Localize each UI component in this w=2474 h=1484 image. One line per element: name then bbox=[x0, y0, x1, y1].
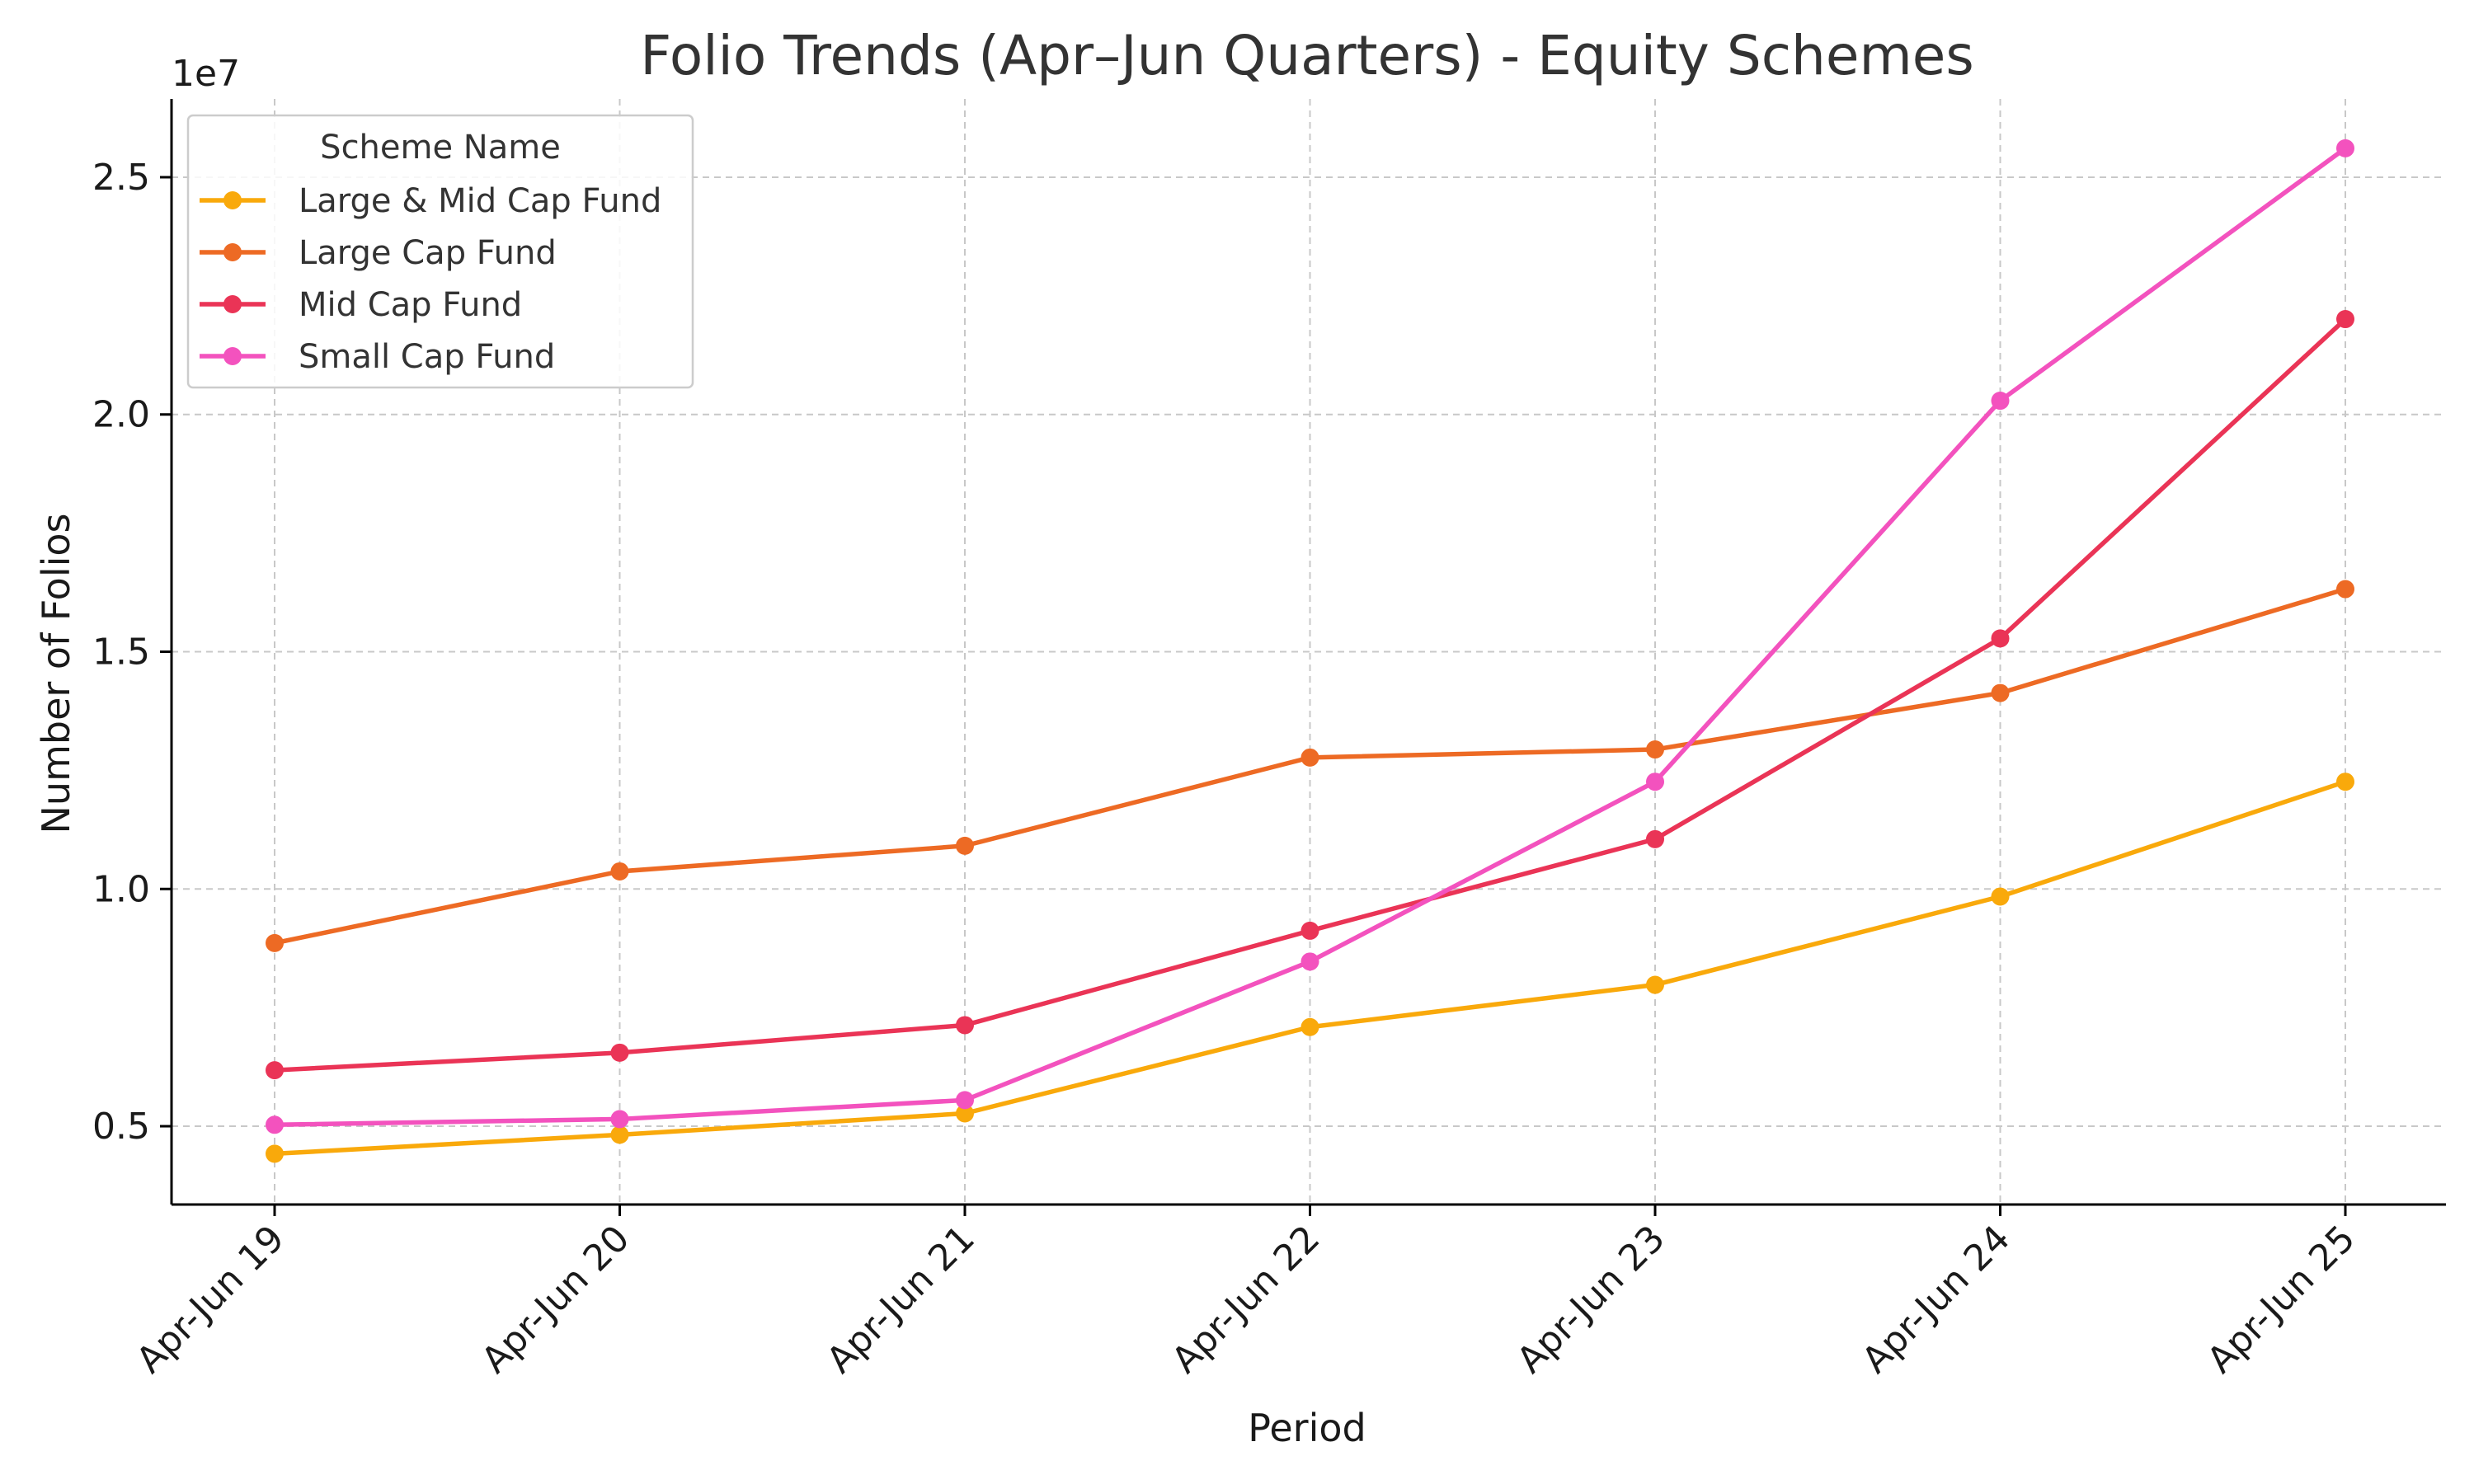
data-point bbox=[1300, 952, 1319, 971]
x-tick-label: Apr-Jun 19 bbox=[129, 1218, 293, 1382]
data-point bbox=[610, 1110, 629, 1129]
data-point bbox=[1300, 1017, 1319, 1036]
y-tick-label: 2.5 bbox=[92, 157, 150, 199]
data-point bbox=[1991, 683, 2010, 702]
data-point bbox=[610, 1043, 629, 1062]
series-group bbox=[266, 139, 2354, 1163]
legend-swatch-marker bbox=[223, 347, 242, 365]
x-tick-label: Apr-Jun 24 bbox=[1854, 1218, 2018, 1382]
axes bbox=[160, 99, 2446, 1216]
data-point bbox=[956, 836, 974, 855]
data-point bbox=[1646, 829, 1664, 848]
legend-box bbox=[186, 114, 694, 389]
data-point bbox=[1646, 740, 1664, 759]
data-point bbox=[1991, 392, 2010, 411]
series-small-cap-fund bbox=[266, 139, 2354, 1134]
legend: Scheme Name Large & Mid Cap Fund Large Cap… bbox=[186, 114, 694, 389]
data-point bbox=[956, 1091, 974, 1110]
data-point bbox=[956, 1016, 974, 1035]
y-tick-label: 1.0 bbox=[92, 868, 150, 910]
legend-label: Small Cap Fund bbox=[299, 338, 555, 376]
data-point bbox=[1646, 773, 1664, 791]
data-point bbox=[2336, 580, 2354, 599]
y-axis-label: Number of Folios bbox=[34, 513, 78, 834]
data-point bbox=[610, 862, 629, 881]
x-tick-label: Apr-Jun 25 bbox=[2199, 1218, 2363, 1382]
data-point bbox=[266, 1061, 284, 1080]
legend-item: Mid Cap Fund bbox=[200, 286, 522, 324]
series-large-mid-cap-fund bbox=[266, 773, 2354, 1163]
legend-item: Small Cap Fund bbox=[200, 338, 555, 376]
x-tick-label: Apr-Jun 23 bbox=[1509, 1218, 1673, 1382]
data-point bbox=[2336, 139, 2354, 157]
y-offset-text: 1e7 bbox=[172, 53, 240, 95]
data-point bbox=[266, 1144, 284, 1163]
data-point bbox=[956, 1104, 974, 1123]
data-point bbox=[1991, 887, 2010, 906]
legend-swatch-marker bbox=[223, 295, 242, 313]
y-tick-label: 0.5 bbox=[92, 1106, 150, 1148]
data-point bbox=[1300, 921, 1319, 940]
grid bbox=[172, 99, 2446, 1205]
y-tick-label: 1.5 bbox=[92, 632, 150, 674]
legend-label: Large & Mid Cap Fund bbox=[299, 182, 661, 220]
series-large-cap-fund bbox=[266, 580, 2354, 952]
x-tick-label: Apr-Jun 22 bbox=[1164, 1218, 1328, 1382]
data-point bbox=[2336, 310, 2354, 329]
y-tick-label: 2.0 bbox=[92, 394, 150, 436]
chart-title: Folio Trends (Apr–Jun Quarters) - Equity… bbox=[640, 24, 1974, 87]
data-point bbox=[1991, 629, 2010, 648]
legend-title: Scheme Name bbox=[320, 129, 561, 167]
data-point bbox=[610, 1125, 629, 1144]
x-tick-label: Apr-Jun 21 bbox=[819, 1218, 983, 1382]
legend-label: Mid Cap Fund bbox=[299, 286, 522, 324]
legend-swatch-marker bbox=[223, 243, 242, 261]
data-point bbox=[1646, 975, 1664, 994]
data-point bbox=[2336, 773, 2354, 791]
series-mid-cap-fund bbox=[266, 310, 2354, 1080]
x-axis-label: Period bbox=[1248, 1406, 1366, 1450]
legend-item: Large & Mid Cap Fund bbox=[200, 182, 661, 220]
x-tick-label: Apr-Jun 20 bbox=[473, 1218, 637, 1382]
data-point bbox=[1300, 748, 1319, 767]
data-point bbox=[266, 1115, 284, 1134]
data-point bbox=[266, 933, 284, 952]
legend-swatch-marker bbox=[223, 191, 242, 209]
legend-item: Large Cap Fund bbox=[200, 234, 557, 272]
legend-label: Large Cap Fund bbox=[299, 234, 557, 272]
